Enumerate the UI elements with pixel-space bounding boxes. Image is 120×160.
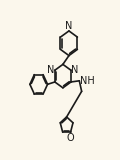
Text: NH: NH xyxy=(80,76,95,86)
Text: N: N xyxy=(47,65,54,75)
Text: O: O xyxy=(67,133,74,143)
Text: N: N xyxy=(71,65,79,75)
Text: N: N xyxy=(65,21,73,31)
